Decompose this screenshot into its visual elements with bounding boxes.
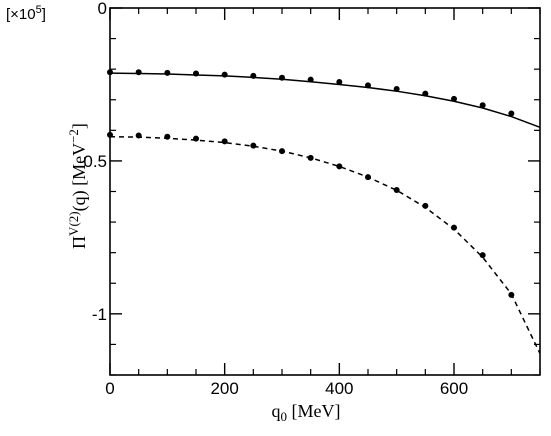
x-tick-label: 600: [440, 379, 468, 398]
tick-labels: 0 200 400 600 0 -0.5 -1: [78, 0, 468, 398]
axes: [109, 7, 541, 376]
data-point: [164, 133, 171, 140]
data-point: [107, 131, 113, 138]
data-point: [193, 135, 199, 142]
data-point: [250, 142, 257, 149]
data-point: [508, 110, 515, 117]
data-point: [107, 69, 113, 76]
data-point: [135, 69, 142, 76]
series-line-solid: [109, 72, 541, 128]
y-scale-note: [×105]: [6, 4, 46, 23]
lattice-points-2: [107, 69, 515, 117]
x-axis-title: q0 [MeV]: [272, 401, 341, 424]
lattice-points-3: [107, 131, 515, 298]
data-point: [393, 186, 400, 193]
x-tick-label: 0: [105, 379, 114, 398]
data-point: [250, 72, 257, 79]
data-point: [279, 74, 285, 81]
data-point: [451, 95, 457, 102]
data-point: [336, 79, 343, 86]
series-line-dashed: [109, 136, 541, 354]
data-point: [422, 90, 429, 97]
data-point: [307, 154, 314, 161]
data-point: [422, 202, 429, 209]
data-point: [479, 102, 486, 109]
plot-frame: [109, 7, 541, 376]
data-point: [508, 291, 515, 298]
data-point: [336, 163, 343, 170]
data-point: [365, 174, 371, 181]
x-tick-label: 400: [325, 379, 353, 398]
data-point: [279, 148, 285, 155]
data-point: [479, 252, 486, 259]
data-point: [135, 132, 142, 139]
data-point: [221, 71, 228, 78]
y-tick-label: 0: [98, 0, 107, 18]
y-tick-label: -0.5: [78, 152, 107, 171]
data-point: [307, 76, 314, 83]
x-tick-label: 200: [210, 379, 238, 398]
y-axis-title: ΠV(2)(q) [MeV−2]: [66, 123, 90, 249]
data-point: [193, 70, 199, 77]
y-tick-label: -1: [92, 305, 107, 324]
data-point: [393, 86, 400, 93]
data-point: [365, 82, 371, 89]
data-point: [221, 138, 228, 145]
data-point: [164, 69, 171, 76]
data-point: [451, 224, 457, 231]
series-layer: [107, 69, 541, 354]
